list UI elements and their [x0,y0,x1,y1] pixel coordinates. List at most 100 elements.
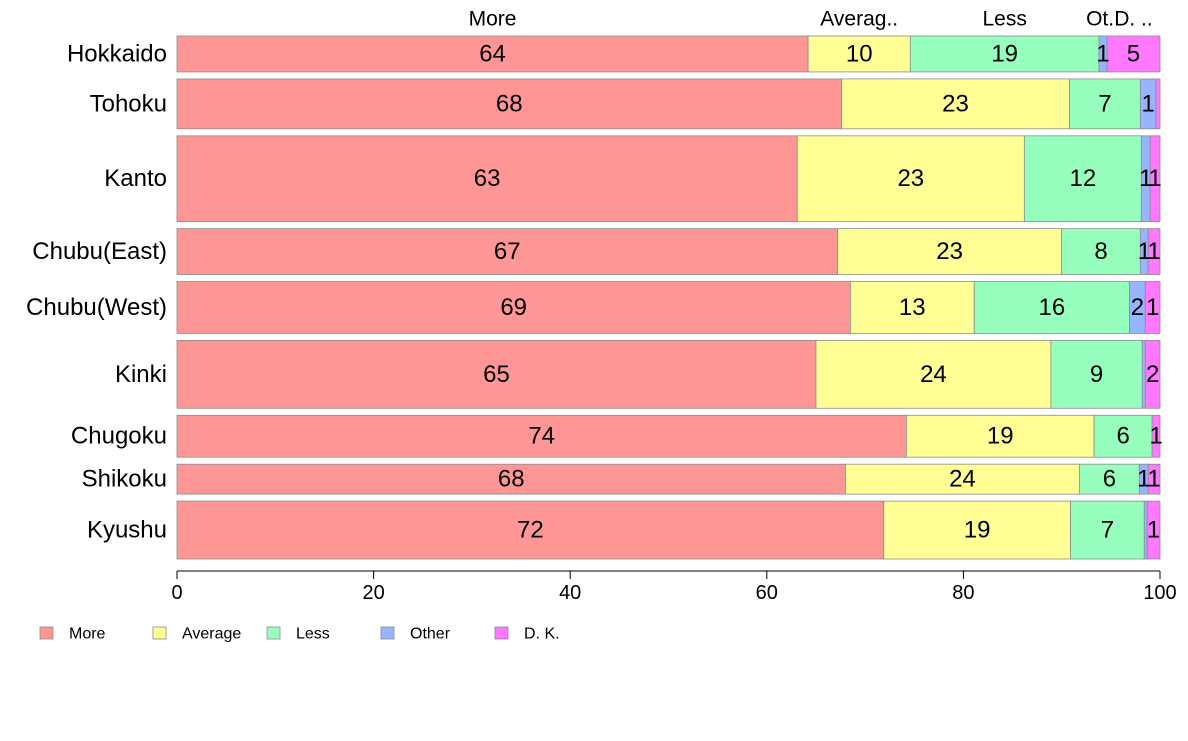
data-label: 68 [498,466,525,493]
data-label: 1 [1142,90,1155,117]
data-label: 6 [1116,423,1129,450]
x-axis: 0 20 40 60 80 100 [171,570,1177,604]
category-label: Chubu(East) [32,238,167,265]
data-label: 2 [1146,361,1159,388]
data-label: 1 [1149,423,1162,450]
bar-segment [176,340,817,409]
data-label: 72 [517,517,544,544]
data-label: 1 [1147,466,1160,493]
bar-segment [1069,78,1141,130]
bar-segment [176,281,851,334]
data-label: 6 [1103,466,1116,493]
data-label: 10 [846,40,873,67]
category-label: Kyushu [87,517,167,544]
bar-segment [1023,135,1142,223]
data-label: 23 [936,238,963,265]
data-label: 74 [528,423,555,450]
data-label: 1 [1147,517,1160,544]
series-top-label: Ot.. [1086,8,1120,31]
data-label: 16 [1039,294,1066,321]
data-label: 1 [1096,40,1109,67]
data-label: 63 [474,165,501,192]
bar-segment [909,35,1100,73]
series-top-label: Averag.. [820,8,898,31]
x-tick-label: 0 [171,582,182,604]
bar-segment [1061,228,1141,275]
bar-segment [807,35,911,73]
bar-segment [1147,228,1161,275]
x-tick-label: 40 [559,582,581,604]
legend-swatch [494,626,509,640]
data-label: 1 [1137,466,1150,493]
data-label: 7 [1101,517,1114,544]
data-label: 12 [1069,165,1096,192]
data-label: 1 [1147,238,1160,265]
legend-label: D. K. [524,626,560,643]
bar-segment [176,463,846,495]
category-label: Chubu(West) [26,294,167,321]
bar-segment [1155,78,1161,130]
data-label: 19 [964,517,991,544]
bar-segment [883,500,1071,560]
bar-segment [176,35,809,73]
bar-segment [837,228,1063,275]
bar-segment [176,500,885,560]
bar-segment [1141,340,1146,409]
data-label: 69 [500,294,527,321]
category-label: Kinki [115,361,167,388]
data-label: 19 [991,40,1018,67]
bar-segment [176,228,838,275]
x-tick-label: 80 [952,582,974,604]
bar-segment [1146,500,1161,560]
bar-segment [1147,463,1161,495]
data-label: 64 [479,40,506,67]
legend-swatch [380,626,395,640]
data-label: 2 [1131,294,1144,321]
series-top-labels-layer: More Averag.. Less Ot..D. .. [469,8,1153,31]
bar-segment [1144,281,1161,334]
bar-segment [176,414,907,458]
bar-segment [796,135,1025,223]
data-label: 7 [1098,90,1111,117]
legend-label: Average [182,626,241,643]
data-label: 9 [1090,361,1103,388]
bar-segment [845,463,1080,495]
bar-segment [841,78,1070,130]
data-label: 8 [1094,238,1107,265]
data-label: 23 [942,90,969,117]
series-top-label: Less [983,8,1027,31]
data-label: 23 [897,165,924,192]
bar-segment [1093,414,1153,458]
bar-segment [1070,500,1145,560]
bar-segment [849,281,975,334]
legend: More Average Less Other D. K. [39,626,560,643]
data-label: 65 [483,361,510,388]
data-label: 13 [899,294,926,321]
data-label: 67 [494,238,521,265]
data-label: 19 [987,423,1014,450]
bar-segment [1144,340,1161,409]
category-labels-layer: Hokkaido Tohoku Kanto Chubu(East) Chubu(West… [26,40,167,543]
bar-segment [1106,35,1161,73]
data-label: 24 [920,361,947,388]
bar-segment [1078,463,1140,495]
legend-swatch [39,626,54,640]
x-tick-label: 60 [756,582,778,604]
legend-label: More [69,626,106,643]
bar-segment [176,78,842,130]
bar-segment [1050,340,1143,409]
category-label: Tohoku [90,90,167,117]
x-tick-label: 100 [1143,582,1176,604]
data-label: 1 [1139,165,1152,192]
bar-segment [176,135,798,223]
series-top-label: More [469,8,517,31]
legend-swatch [266,626,281,640]
bars-layer [176,35,1161,560]
legend-label: Less [296,626,330,643]
data-label: 1 [1138,238,1151,265]
data-label: 68 [496,90,523,117]
bar-segment [905,414,1095,458]
legend-swatch [152,626,167,640]
bar-segment [815,340,1052,409]
